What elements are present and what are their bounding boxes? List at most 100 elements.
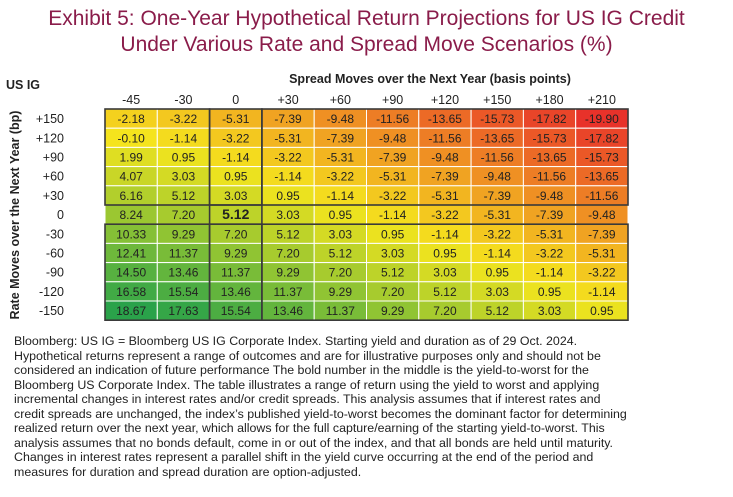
- cell-value-label: 9.29: [172, 227, 196, 241]
- x-tick-label: +150: [483, 93, 511, 107]
- cell-value-label: 5.12: [486, 304, 510, 318]
- x-tick-label: 0: [232, 93, 239, 107]
- cell-value-label: -9.48: [588, 208, 616, 222]
- x-tick-label: +60: [330, 93, 351, 107]
- cell-value-label: 3.03: [486, 285, 510, 299]
- cell-value-label: 8.24: [119, 208, 143, 222]
- x-tick-label: +30: [277, 93, 298, 107]
- title-line-1: Exhibit 5: One-Year Hypothetical Return …: [48, 7, 685, 30]
- cell-value-label: 1.99: [119, 151, 143, 165]
- x-tick-label: +180: [535, 93, 563, 107]
- cell-value-label: -5.31: [222, 112, 250, 126]
- cell-value-label: 3.03: [538, 304, 562, 318]
- cell-value-label: -3.22: [484, 227, 512, 241]
- cell-value-label: -3.22: [588, 266, 616, 280]
- cell-value-label: 11.37: [169, 247, 198, 261]
- cell-value-label: 7.20: [329, 266, 353, 280]
- cell-value-label: 0.95: [276, 189, 300, 203]
- corner-label: US IG: [6, 78, 41, 92]
- cell-value-label: -2.18: [117, 112, 145, 126]
- cell-value-label: 0.95: [433, 247, 457, 261]
- cell-value-label: -1.14: [536, 266, 564, 280]
- cell-value-label: 5.12: [172, 189, 196, 203]
- cell-value-label: -13.65: [428, 112, 462, 126]
- cell-value-label: 12.41: [116, 247, 146, 261]
- cell-value-label: -13.65: [533, 151, 567, 165]
- cell-value-label: 7.20: [381, 285, 405, 299]
- highlight-value-label: 5.12: [222, 206, 249, 222]
- cell-value-label: 11.37: [273, 285, 302, 299]
- cell-value-label: -5.31: [588, 247, 616, 261]
- cell-value-label: 9.29: [224, 247, 248, 261]
- cell-value-label: 5.12: [329, 247, 353, 261]
- cell-value-label: 7.20: [224, 227, 248, 241]
- y-tick-label: -60: [46, 247, 64, 261]
- cell-value-label: 4.07: [119, 170, 143, 184]
- cell-value-label: -1.14: [327, 189, 355, 203]
- cell-value-label: 13.46: [273, 304, 303, 318]
- cell-value-label: -5.31: [327, 151, 355, 165]
- cell-value-label: -5.31: [431, 189, 459, 203]
- cell-value-label: -1.14: [379, 208, 407, 222]
- cell-value-label: -3.22: [327, 170, 355, 184]
- cell-value-label: -5.31: [379, 170, 407, 184]
- cell-value-label: 0.95: [486, 266, 510, 280]
- cell-value-label: 5.12: [381, 266, 405, 280]
- cell-value-label: 3.03: [433, 266, 457, 280]
- cell-value-label: 15.54: [168, 285, 198, 299]
- cell-value-label: 16.58: [116, 285, 146, 299]
- footnote-line: measures for duration and spread duratio…: [14, 464, 362, 479]
- cell-value-label: -11.56: [481, 151, 514, 165]
- cell-value-label: 9.29: [329, 285, 353, 299]
- cell-value-label: -3.22: [274, 151, 302, 165]
- heatmap-chart: -2.18 -3.22 -5.31 -7.39 -9.48 -11.56 -13.65 -15…: [36, 93, 629, 321]
- cell-value-label: -9.48: [431, 151, 459, 165]
- cell-value-label: -13.65: [585, 170, 619, 184]
- exhibit-title: Exhibit 5: One-Year Hypothetical Return …: [0, 6, 733, 58]
- cell-value-label: -11.56: [585, 189, 618, 203]
- y-tick-label: +90: [43, 151, 64, 165]
- x-tick-label: +210: [588, 93, 616, 107]
- cell-value-label: -1.14: [588, 285, 616, 299]
- cell-value-label: -9.48: [327, 112, 355, 126]
- footnote-line: analysis assumes that no bonds default, …: [14, 435, 614, 450]
- cell-value-label: -1.14: [431, 227, 459, 241]
- cell-value-label: 5.12: [433, 285, 457, 299]
- x-tick-label: +120: [431, 93, 459, 107]
- y-tick-label: +150: [36, 112, 64, 126]
- cell-value-label: 0.95: [329, 208, 353, 222]
- cell-value-label: 17.63: [168, 304, 198, 318]
- footnote-line: Changes in interest rates represent a pa…: [14, 450, 594, 464]
- cell-value-label: -3.22: [222, 131, 250, 145]
- x-tick-label: -30: [174, 93, 192, 107]
- cell-value-label: -7.39: [327, 131, 355, 145]
- cell-value-label: -9.48: [379, 131, 407, 145]
- y-tick-label: 0: [57, 208, 64, 222]
- x-tick-label: -45: [122, 93, 140, 107]
- cell-value-label: 0.95: [590, 304, 614, 318]
- cell-value-label: -7.39: [431, 170, 459, 184]
- cell-value-label: -7.39: [588, 227, 616, 241]
- cell-value-label: -7.39: [274, 112, 302, 126]
- cell-value-label: -3.22: [431, 208, 459, 222]
- cell-value-label: -3.22: [536, 247, 564, 261]
- cell-value-label: -7.39: [379, 151, 407, 165]
- cell-value-label: -5.31: [274, 131, 302, 145]
- footnote-line: incremental changes in interest rates an…: [14, 392, 601, 406]
- y-tick-label: -150: [39, 304, 64, 318]
- cell-value-label: 9.29: [381, 304, 405, 318]
- cell-value-label: 3.03: [381, 247, 405, 261]
- cell-value-label: -9.48: [484, 170, 512, 184]
- cell-value-label: -9.48: [536, 189, 564, 203]
- footnote-line: considered an indication of future perfo…: [14, 363, 589, 377]
- cell-value-label: -7.39: [484, 189, 512, 203]
- cell-value-label: 11.37: [326, 304, 355, 318]
- cell-value-label: -11.56: [533, 170, 566, 184]
- cell-value-label: 14.50: [116, 266, 146, 280]
- cell-value-label: 13.46: [221, 285, 251, 299]
- cell-value-label: -3.22: [379, 189, 407, 203]
- cell-value-label: -17.82: [533, 112, 567, 126]
- footnote-line: credit spreads are unchanged, the index’…: [14, 406, 627, 421]
- cell-value-label: -13.65: [480, 131, 514, 145]
- cell-value-label: 13.46: [168, 266, 198, 280]
